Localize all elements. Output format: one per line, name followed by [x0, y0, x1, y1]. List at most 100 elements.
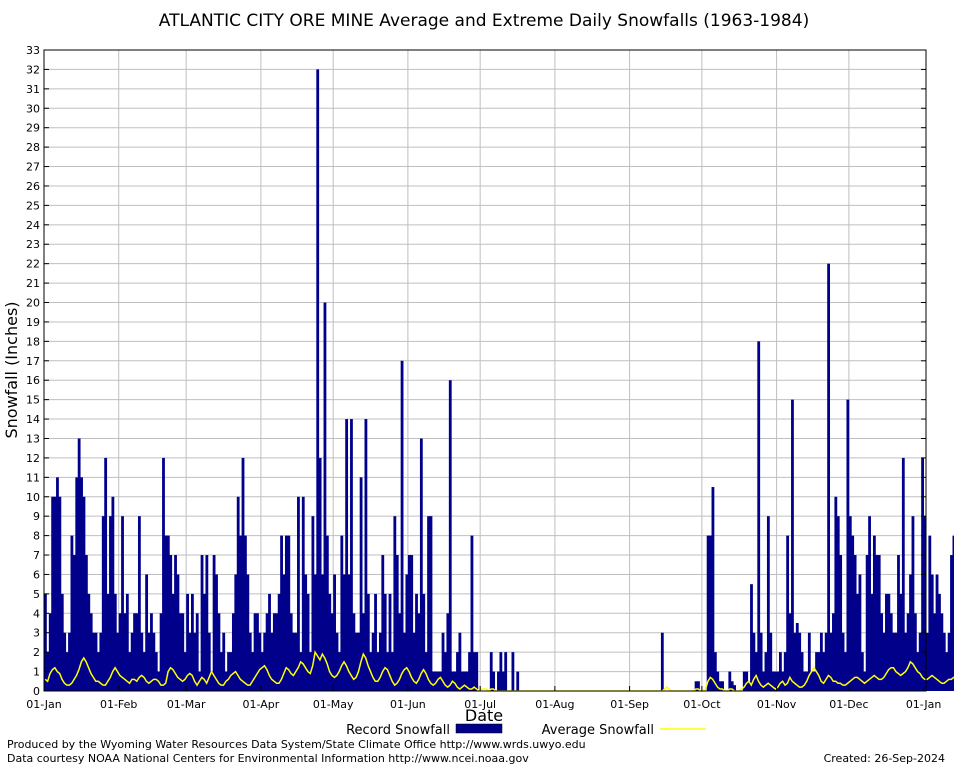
y-tick-label: 16	[26, 374, 40, 387]
record-bar	[434, 671, 438, 691]
record-bar	[470, 535, 474, 691]
record-bar	[463, 671, 467, 691]
record-bar	[63, 632, 67, 691]
record-bar	[887, 593, 891, 691]
x-tick-labels: 01-Jan 01-Feb 01-Mar 01-Apr 01-May 01-Jun 01-J…	[26, 698, 941, 711]
record-bar	[87, 593, 91, 691]
record-bar	[832, 613, 835, 691]
y-tick-label: 4	[33, 607, 40, 620]
record-bar	[754, 652, 758, 691]
record-bar	[899, 593, 903, 691]
record-bar	[422, 593, 426, 691]
record-bar	[906, 613, 910, 691]
record-bar	[718, 681, 722, 691]
record-bar	[359, 477, 363, 691]
y-tick-label: 28	[26, 141, 40, 154]
record-bar	[918, 632, 922, 691]
record-bar	[950, 555, 953, 691]
record-bar	[371, 632, 375, 691]
record-bar	[721, 681, 724, 691]
record-bar	[856, 593, 859, 691]
record-bar	[904, 632, 908, 691]
record-bar	[171, 593, 175, 691]
y-tick-label: 20	[26, 297, 40, 310]
y-tick-labels: 0123456789101112131415161718192021222324…	[26, 44, 40, 698]
record-bar	[504, 652, 508, 691]
record-bar	[824, 632, 828, 691]
record-bar	[99, 632, 103, 691]
record-bar	[393, 516, 397, 691]
record-bar	[350, 419, 353, 691]
record-bar	[135, 613, 139, 691]
record-bar	[48, 613, 52, 691]
record-bar	[810, 671, 814, 691]
record-bar	[323, 302, 327, 691]
record-bar	[244, 535, 247, 691]
record-bar	[169, 555, 173, 691]
record-bar	[364, 419, 368, 691]
record-bar	[897, 555, 900, 691]
record-bar	[186, 593, 189, 691]
record-bar	[793, 632, 797, 691]
record-bar	[104, 457, 108, 691]
record-bar	[417, 613, 421, 691]
record-bar	[716, 671, 720, 691]
record-bar	[453, 671, 457, 691]
record-bar	[82, 496, 86, 691]
record-bar	[786, 535, 790, 691]
record-bar	[383, 593, 387, 691]
record-bar	[147, 632, 151, 691]
record-bar	[354, 632, 358, 691]
y-tick-label: 2	[33, 646, 40, 659]
record-bar	[499, 652, 503, 691]
y-tick-label: 18	[26, 335, 40, 348]
record-bar	[51, 496, 55, 691]
record-bar	[284, 535, 288, 691]
record-bar	[280, 535, 283, 691]
record-bar	[333, 574, 336, 691]
record-bar	[342, 574, 346, 691]
axes	[43, 49, 927, 692]
record-bar	[752, 632, 756, 691]
record-bar	[841, 632, 845, 691]
record-bar	[330, 613, 334, 691]
record-bar	[378, 632, 382, 691]
record-bar	[193, 632, 197, 691]
y-tick-label: 24	[26, 219, 40, 232]
record-bar	[868, 516, 871, 691]
record-bar	[128, 652, 132, 691]
record-bar	[776, 671, 780, 691]
record-bar	[465, 671, 469, 691]
record-bar	[913, 613, 917, 691]
record-bar	[431, 671, 435, 691]
record-bar	[952, 535, 954, 691]
record-bar	[44, 593, 47, 691]
record-bar	[116, 632, 120, 691]
record-bar	[894, 632, 898, 691]
record-bar	[909, 574, 912, 691]
record-bar	[441, 632, 445, 691]
record-bar	[106, 593, 110, 691]
record-bar	[713, 652, 717, 691]
record-bar	[275, 613, 279, 691]
record-bar	[492, 671, 496, 691]
record-bar	[272, 613, 276, 691]
x-tick-label: 01-Sep	[610, 698, 649, 711]
record-bar	[60, 593, 64, 691]
record-bar	[774, 671, 777, 691]
record-bar	[297, 496, 300, 691]
record-bar	[97, 652, 100, 691]
record-bar	[460, 671, 464, 691]
record-bar	[53, 496, 57, 691]
record-bar	[858, 574, 862, 691]
record-bar	[800, 652, 804, 691]
record-bar	[803, 671, 806, 691]
record-bar	[256, 613, 259, 691]
record-bar	[94, 632, 98, 691]
record-bar	[475, 652, 479, 691]
record-bar	[222, 632, 226, 691]
record-bar	[304, 574, 308, 691]
record-bar	[711, 487, 715, 691]
record-bar	[405, 574, 409, 691]
record-bar	[407, 555, 411, 691]
